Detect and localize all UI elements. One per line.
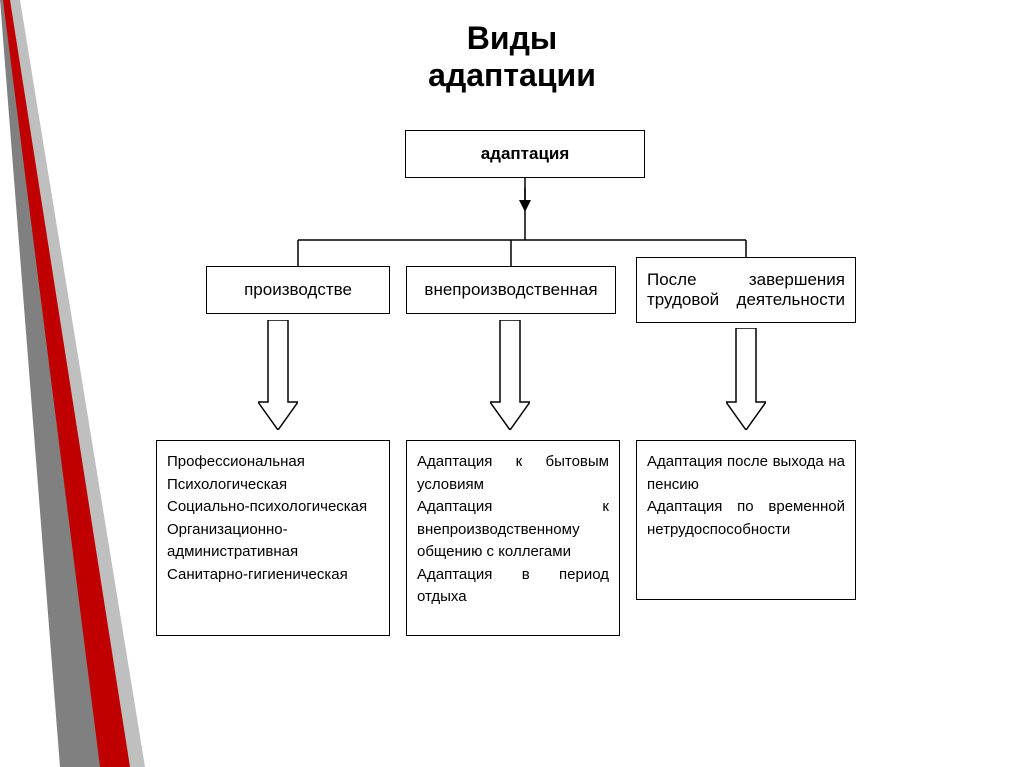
root-label: адаптация <box>481 144 570 164</box>
category-label-3: После завершения трудовой деятельности <box>647 270 845 310</box>
detail-box-3: Адаптация после выхода на пенсию Адаптац… <box>636 440 856 600</box>
detail-text-1: Профессиональная Психологическая Социаль… <box>167 451 379 586</box>
block-arrow-2 <box>490 320 530 430</box>
block-arrow-3 <box>726 328 766 430</box>
stripe-red <box>0 0 130 767</box>
title-line1: Виды <box>467 20 557 56</box>
root-box: адаптация <box>405 130 645 178</box>
detail-box-1: Профессиональная Психологическая Социаль… <box>156 440 390 636</box>
category-box-3: После завершения трудовой деятельности <box>636 257 856 323</box>
block-arrow-1 <box>258 320 298 430</box>
category-box-2: внепроизводственная <box>406 266 616 314</box>
category-box-1: производстве <box>206 266 390 314</box>
detail-text-2: Адаптация к бытовым условиям Адаптация к… <box>417 451 609 609</box>
decor-stripes <box>0 0 200 767</box>
title-line2: адаптации <box>428 57 596 93</box>
category-label-2: внепроизводственная <box>424 280 597 300</box>
detail-box-2: Адаптация к бытовым условиям Адаптация к… <box>406 440 620 636</box>
category-label-1: производстве <box>244 280 352 300</box>
slide-title: Виды адаптации <box>0 20 1024 94</box>
detail-text-3: Адаптация после выхода на пенсию Адаптац… <box>647 451 845 541</box>
stripe-lightgray <box>0 0 145 767</box>
stripe-white-cut <box>0 0 55 767</box>
stripe-gray <box>0 0 100 767</box>
